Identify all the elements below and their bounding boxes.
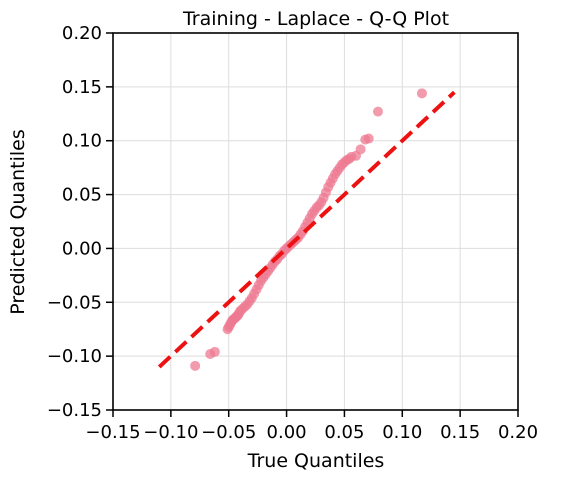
x-axis-title: True Quantiles xyxy=(247,450,385,472)
x-tick-label: −0.15 xyxy=(85,422,140,443)
scatter-point xyxy=(355,144,366,155)
x-tick-label: 0.00 xyxy=(267,422,307,443)
y-tick-label: −0.10 xyxy=(47,346,102,367)
reference-line-layer xyxy=(157,90,456,369)
chart-title: Training - Laplace - Q-Q Plot xyxy=(182,8,449,30)
x-tick-label: 0.05 xyxy=(324,422,364,443)
grid xyxy=(112,32,519,411)
x-axis-ticks: −0.15 −0.10 −0.05 0.00 0.05 0.10 0.15 0.20 xyxy=(85,410,538,443)
y-axis-title: Predicted Quantiles xyxy=(7,129,29,315)
scatter-point xyxy=(372,106,383,117)
y-axis-ticks: −0.15 −0.10 −0.05 0.00 0.05 0.10 0.15 0.20 xyxy=(47,23,113,421)
y-tick-label: −0.05 xyxy=(47,292,102,313)
scatter-point xyxy=(363,133,374,144)
scatter-point xyxy=(416,88,427,99)
y-tick-label: −0.15 xyxy=(47,400,102,421)
x-tick-label: 0.10 xyxy=(382,422,422,443)
y-tick-label: 0.00 xyxy=(62,238,102,259)
y-tick-label: 0.20 xyxy=(62,23,102,44)
x-tick-label: 0.20 xyxy=(498,422,538,443)
y-tick-label: 0.15 xyxy=(62,77,102,98)
x-tick-label: 0.15 xyxy=(440,422,480,443)
scatter-point xyxy=(209,346,220,357)
y-tick-label: 0.05 xyxy=(62,185,102,206)
x-tick-label: −0.10 xyxy=(143,422,198,443)
scatter-point xyxy=(190,360,201,371)
reference-line xyxy=(157,90,456,369)
y-tick-label: 0.10 xyxy=(62,131,102,152)
plot-frame xyxy=(112,32,519,411)
x-tick-label: −0.05 xyxy=(201,422,256,443)
